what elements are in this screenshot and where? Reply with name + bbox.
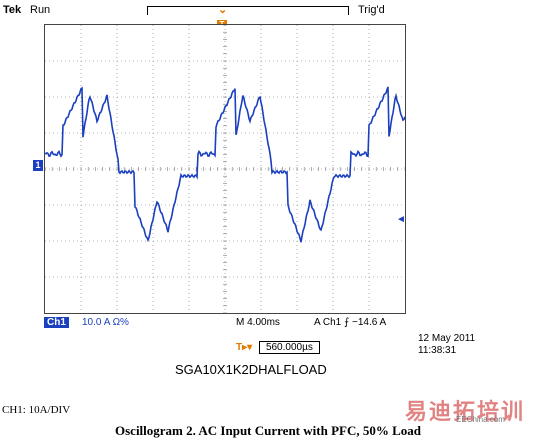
brand-label: Tek	[3, 4, 22, 16]
record-view-bar	[147, 6, 349, 15]
settings-readout: Ch1 10.0 A Ω% M 4.00ms A Ch1 ⨍ −14.6 A	[44, 317, 404, 329]
trigger-level-icon: ◄	[396, 214, 406, 225]
waveform-display	[44, 24, 406, 314]
horizontal-position-value: 560.000µs	[258, 341, 320, 354]
ch1-trace	[45, 86, 405, 243]
capture-name: SGA10X1K2DHALFLOAD	[175, 362, 327, 377]
channel-note: CH1: 10A/DIV	[2, 404, 71, 416]
horizontal-position-icon: T▸▾	[236, 342, 253, 353]
ch1-scale: 10.0 A Ω%	[82, 317, 129, 328]
figure-caption: Oscillogram 2. AC Input Current with PFC…	[115, 423, 421, 438]
timebase-readout: M 4.00ms	[236, 317, 280, 328]
run-state: Run	[30, 4, 51, 16]
trigger-state: Trig'd	[358, 4, 385, 16]
ch1-badge[interactable]: Ch1	[44, 317, 69, 328]
trigger-position-icon: ⌄	[218, 4, 228, 16]
waveform-plot	[45, 25, 405, 313]
capture-time: 11:38:31	[418, 345, 457, 356]
watermark-site: EEChina.com	[456, 415, 505, 424]
watermark-cn: 易迪拓培训	[405, 399, 526, 424]
scope-status-bar: Tek Run ⌄ Trig'd	[0, 0, 410, 20]
trigger-readout: A Ch1 ⨍ −14.6 A	[314, 317, 387, 328]
horizontal-position: T▸▾ 560.000µs	[236, 341, 320, 354]
capture-date: 12 May 2011	[418, 333, 476, 344]
channel-ground-marker: 1	[33, 160, 43, 171]
